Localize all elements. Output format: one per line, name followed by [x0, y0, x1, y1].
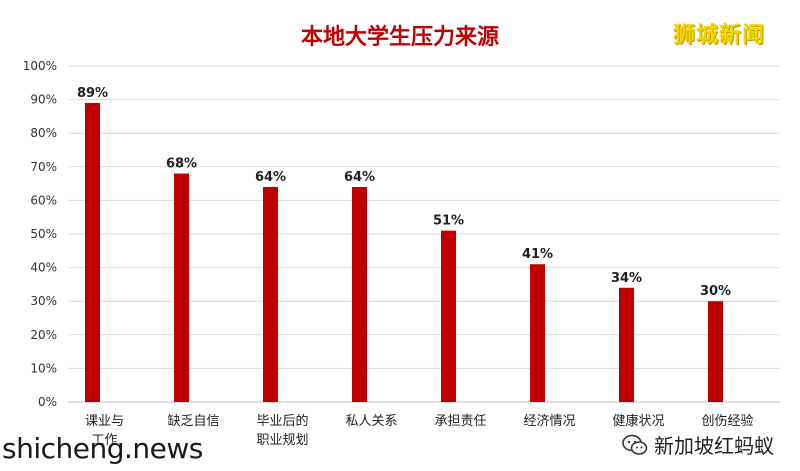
bar — [85, 102, 100, 403]
y-tick-label: 80% — [30, 126, 57, 140]
x-tick-label: 毕业后的职业规划 — [256, 413, 308, 448]
bar — [441, 230, 456, 402]
x-tick-label: 经济情况 — [523, 414, 575, 429]
data-label: 89% — [77, 86, 108, 101]
wechat-icon — [622, 434, 648, 455]
y-tick-label: 20% — [30, 328, 57, 342]
data-label: 64% — [344, 170, 375, 185]
bar — [174, 173, 189, 402]
x-tick-label: 课业与工作 — [85, 414, 124, 448]
watermark-right: 新加坡红蚂蚁 — [622, 430, 774, 459]
y-tick-label: 40% — [30, 261, 57, 275]
bar — [619, 287, 634, 402]
x-tick-label: 健康状况 — [612, 413, 664, 429]
bars — [85, 102, 723, 403]
x-tick-label: 承担责任 — [434, 414, 486, 429]
bar — [530, 264, 545, 402]
y-tick-label: 90% — [30, 93, 57, 107]
x-axis-ticks: 课业与工作 缺乏自信 毕业后的职业规划 私人关系 承担责任 经济情况 健康状况 创伤经验 — [85, 413, 754, 448]
y-tick-label: 70% — [30, 160, 57, 174]
data-label: 68% — [166, 157, 197, 172]
data-label: 41% — [522, 247, 553, 262]
data-label: 51% — [433, 214, 464, 229]
data-label: 34% — [611, 271, 642, 286]
bar — [708, 301, 723, 402]
y-tick-label: 100% — [23, 59, 57, 73]
y-tick-label: 60% — [30, 193, 57, 207]
data-label: 64% — [255, 170, 286, 185]
data-label: 30% — [700, 284, 731, 299]
data-labels: 89% 68% 64% 64% 51% 41% 34% 30% — [77, 86, 731, 299]
y-tick-label: 0% — [38, 395, 57, 409]
bar — [263, 186, 278, 402]
bar — [352, 186, 367, 402]
x-tick-label: 缺乏自信 — [167, 414, 219, 429]
y-tick-label: 10% — [30, 361, 57, 375]
logo: 狮城新闻 — [673, 23, 766, 48]
watermark-left: shicheng.news — [2, 432, 203, 465]
x-tick-label: 创伤经验 — [701, 413, 753, 429]
y-tick-label: 30% — [30, 294, 57, 308]
watermark-right-text: 新加坡红蚂蚁 — [654, 434, 774, 458]
y-axis-ticks: 0% 10% 20% 30% 40% 50% 60% 70% 80% 90% 100% — [23, 59, 57, 409]
y-tick-label: 50% — [30, 227, 57, 241]
x-tick-label: 私人关系 — [345, 414, 397, 429]
chart-title: 本地大学生压力来源 — [301, 24, 499, 50]
